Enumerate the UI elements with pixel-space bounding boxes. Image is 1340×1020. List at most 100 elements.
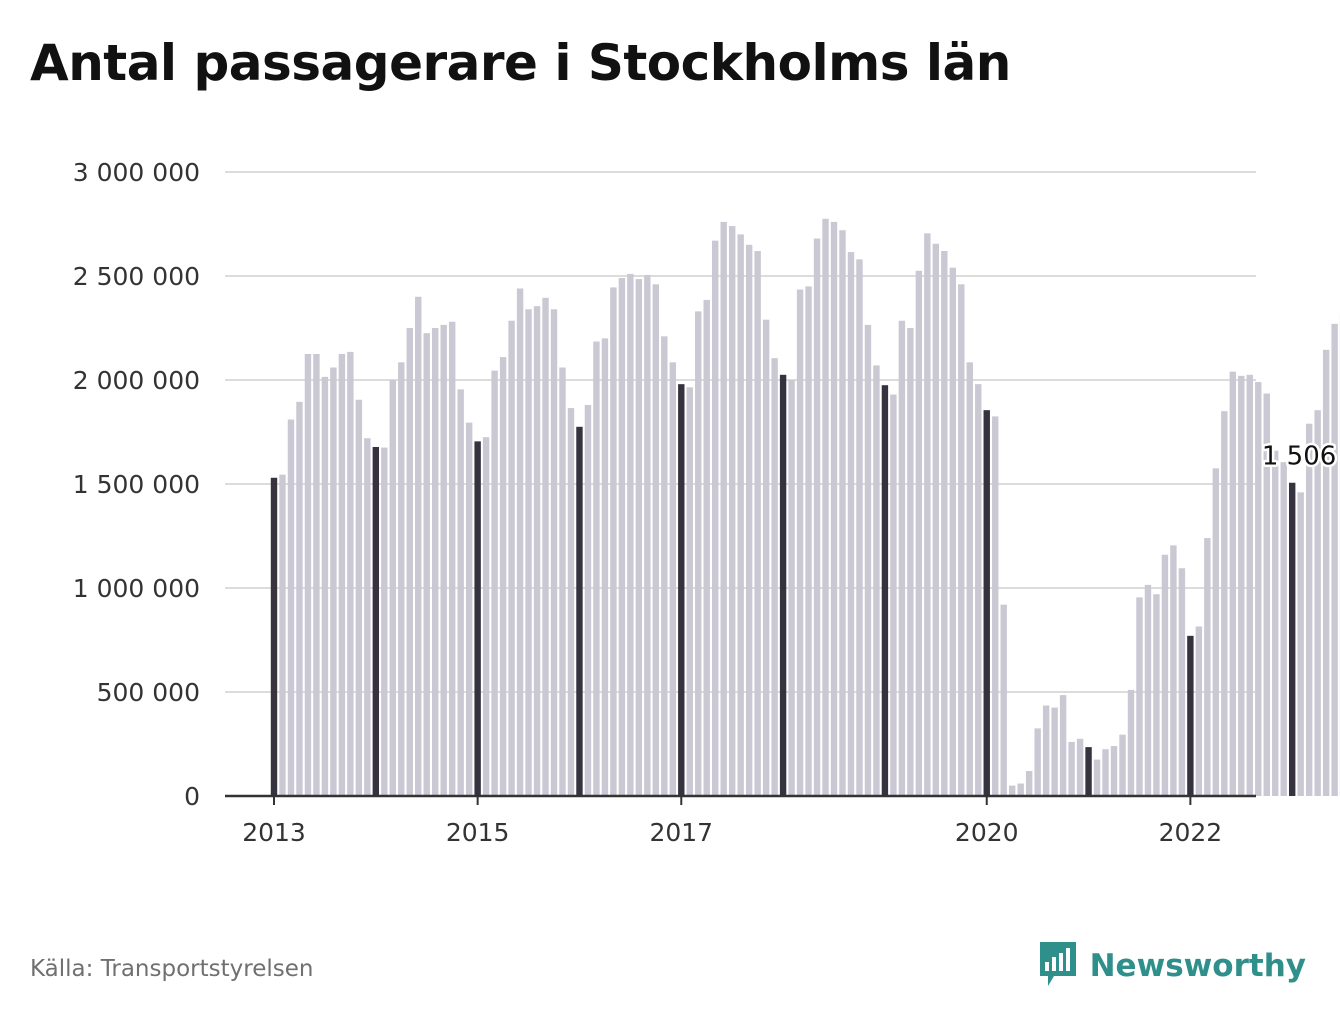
bar: [788, 380, 795, 796]
bar: [1102, 749, 1109, 796]
bar: [847, 252, 855, 796]
bar: [1195, 626, 1203, 796]
bar: [474, 441, 481, 796]
bar: [313, 354, 320, 796]
bar: [372, 446, 380, 796]
x-tick-label: 2013: [242, 818, 306, 847]
bar: [720, 221, 727, 797]
bar-chart: 0 500 000 1 000 000 1 500 000 2 000 000 2 500…: [73, 158, 1340, 847]
bar: [728, 226, 736, 796]
bar: [1204, 538, 1211, 796]
bar: [1008, 785, 1016, 796]
bar: [415, 296, 422, 796]
bar: [423, 333, 430, 796]
y-tick-label: 500 000: [97, 678, 200, 707]
bar: [890, 394, 897, 796]
y-tick-label: 1 000 000: [73, 574, 200, 603]
bar: [601, 338, 609, 796]
bar: [712, 240, 719, 796]
bar: [398, 362, 405, 796]
bar: [992, 416, 999, 796]
bar: [465, 422, 473, 796]
bar: [932, 243, 940, 796]
bar: [355, 399, 363, 796]
y-tick-label: 2 000 000: [73, 366, 200, 395]
bar: [1161, 554, 1169, 796]
bar: [966, 362, 973, 796]
y-tick-label: 3 000 000: [73, 158, 200, 187]
bar: [1110, 746, 1118, 796]
bar: [321, 376, 329, 796]
bar: [737, 234, 744, 796]
bar: [482, 437, 490, 796]
bar: [1238, 375, 1245, 796]
bar: [508, 320, 515, 796]
bar: [1221, 411, 1228, 796]
bar: [1000, 604, 1007, 796]
bar: [279, 474, 286, 796]
bar: [389, 380, 396, 796]
brand-logo[interactable]: Newsworthy: [1038, 940, 1306, 992]
bar: [1280, 462, 1287, 796]
bar: [839, 230, 846, 797]
bar: [907, 328, 914, 796]
bar: [915, 270, 923, 796]
bar: [796, 289, 804, 796]
bar: [1272, 450, 1279, 796]
bar: [771, 358, 778, 796]
bar: [525, 309, 532, 796]
bar: [1093, 759, 1101, 796]
bar: [516, 288, 524, 796]
bar: [364, 438, 371, 796]
bar: [762, 319, 770, 796]
brand-name: Newsworthy: [1089, 948, 1306, 984]
bar: [1297, 492, 1304, 796]
bar: [406, 328, 413, 796]
bar: [1153, 594, 1160, 796]
bar: [304, 354, 312, 796]
bar: [559, 367, 566, 796]
bar: [1187, 635, 1194, 796]
bar: [1305, 423, 1313, 796]
bar: [347, 351, 354, 796]
bar: [652, 284, 660, 796]
bar: [635, 279, 643, 796]
bar: [1331, 323, 1338, 796]
y-axis-labels: 0 500 000 1 000 000 1 500 000 2 000 000 2 500…: [73, 158, 200, 811]
bar: [1051, 707, 1058, 796]
bar: [499, 357, 507, 796]
bar: [873, 365, 880, 796]
bar: [881, 385, 889, 796]
bar: [330, 367, 337, 796]
bar: [1255, 382, 1262, 796]
bar: [593, 341, 600, 796]
bar: [533, 306, 541, 796]
bar: [661, 336, 668, 796]
bar: [703, 299, 710, 796]
bar: [491, 370, 498, 796]
bar: [550, 309, 558, 796]
bar: [287, 419, 295, 796]
x-tick-label: 2022: [1159, 818, 1223, 847]
bar: [1178, 568, 1186, 796]
bar: [1229, 371, 1237, 796]
y-tick-label: 0: [184, 782, 200, 811]
bar: [856, 259, 863, 796]
bar: [941, 251, 948, 797]
bar: [448, 321, 456, 796]
source-note: Källa: Transportstyrelsen: [30, 956, 314, 982]
bar: [1085, 747, 1092, 796]
bar: [695, 311, 702, 796]
bar: [745, 244, 753, 797]
x-axis-labels: 201320152017202020222024: [242, 796, 1223, 847]
bar: [610, 287, 617, 796]
bar: [1136, 597, 1143, 796]
bar: [542, 297, 549, 796]
bar: [440, 324, 447, 796]
bar: [584, 404, 592, 796]
bar: [975, 384, 982, 796]
x-tick-label: 2015: [446, 818, 510, 847]
bar: [576, 426, 583, 796]
bar: [1068, 741, 1075, 796]
bar: [754, 251, 761, 797]
